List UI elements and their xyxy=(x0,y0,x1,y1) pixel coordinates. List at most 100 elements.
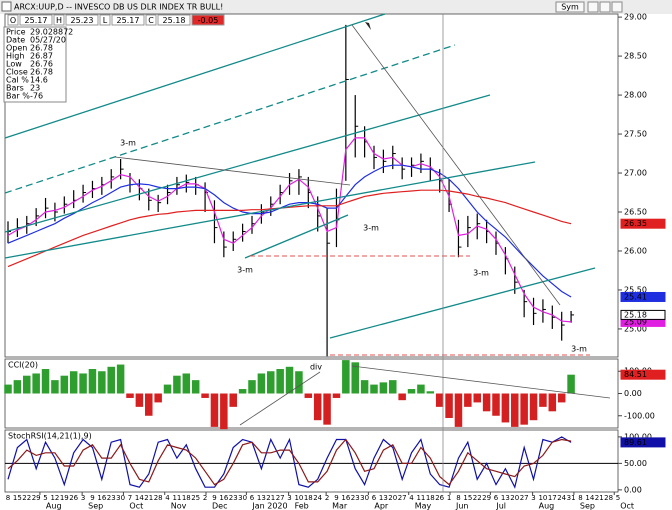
y-tick-label: 25.00 xyxy=(624,324,647,333)
x-month-label: Apr xyxy=(374,502,389,510)
tool-button[interactable] xyxy=(587,1,599,13)
bar xyxy=(539,393,547,407)
last-value-box xyxy=(620,291,666,302)
info-value: 23 xyxy=(30,84,40,93)
bar xyxy=(557,393,566,403)
ohlc-box xyxy=(157,14,191,26)
info-label: Cal % xyxy=(6,76,29,85)
x-day-label: 6 xyxy=(250,494,255,502)
x-day-label: 10 xyxy=(294,494,303,502)
ohlc-text: L xyxy=(103,16,108,25)
channel-line xyxy=(329,267,596,339)
x-day-label: 29 xyxy=(482,494,491,502)
panel-title: CCI(20) xyxy=(8,361,38,370)
x-day-label: 19 xyxy=(60,494,69,502)
x-day-label: 11 xyxy=(416,494,425,502)
x-day-label: 30 xyxy=(116,494,125,502)
bar xyxy=(473,393,481,403)
bar xyxy=(417,384,425,394)
x-day-label: 9 xyxy=(334,494,338,502)
bar xyxy=(501,393,510,423)
x-day-label: 18 xyxy=(304,494,313,502)
x-day-label: 13 xyxy=(257,494,266,502)
ohlc-text: C xyxy=(148,16,154,25)
x-month-label: May xyxy=(415,502,432,510)
bar xyxy=(173,375,181,394)
bar xyxy=(257,373,266,394)
x-month-label: Jan 2020 xyxy=(251,502,287,510)
y-tick-label: 26.00 xyxy=(624,246,647,255)
x-day-label: 13 xyxy=(379,494,388,502)
series-line xyxy=(7,137,572,323)
x-day-label: 23 xyxy=(107,494,116,502)
cursor-arrow xyxy=(365,22,371,30)
bar xyxy=(389,380,397,394)
x-month-label: Sep xyxy=(580,502,595,510)
y-tick-label: 27.50 xyxy=(624,130,647,139)
x-day-label: 2 xyxy=(325,494,329,502)
tool-button[interactable] xyxy=(611,1,623,13)
x-month-label: Feb xyxy=(295,502,309,510)
last-value-label: 89.61 xyxy=(624,438,647,447)
bar xyxy=(51,380,59,394)
bar xyxy=(126,393,134,398)
annotation: 3-m xyxy=(237,266,253,275)
panel-title: StochRSI(14,21(1),9) xyxy=(8,432,92,441)
x-day-label: 8 xyxy=(578,494,582,502)
tool-button[interactable] xyxy=(599,1,611,13)
last-value-box xyxy=(620,309,666,320)
info-label: Date xyxy=(6,36,25,45)
ohlc-box xyxy=(111,14,145,26)
bar xyxy=(529,393,538,421)
x-month-label: Oct xyxy=(129,502,143,510)
ohlc-box xyxy=(19,14,53,26)
x-day-label: 5 xyxy=(43,494,47,502)
x-day-label: 20 xyxy=(510,494,519,502)
bar xyxy=(567,374,575,394)
x-day-label: 30 xyxy=(360,494,369,502)
bar xyxy=(182,373,191,394)
y-tick-label: -100.00 xyxy=(624,411,655,420)
y-tick-label: 26.50 xyxy=(624,208,647,217)
bar xyxy=(276,369,284,394)
sym-button[interactable] xyxy=(555,1,585,13)
bar xyxy=(454,393,463,427)
channel-line xyxy=(4,44,456,194)
bar xyxy=(323,393,331,425)
x-day-label: 18 xyxy=(182,494,191,502)
x-day-label: 4 xyxy=(409,494,414,502)
annotation: 3-m xyxy=(571,345,587,354)
bar xyxy=(220,393,228,430)
x-day-label: 20 xyxy=(388,494,397,502)
x-day-label: 16 xyxy=(219,494,228,502)
x-month-label: Oct xyxy=(620,502,634,510)
x-day-label: 30 xyxy=(238,494,247,502)
sym-button-label: Sym xyxy=(561,3,579,12)
x-day-label: 27 xyxy=(276,494,285,502)
x-day-label: 3 xyxy=(531,494,535,502)
channel-line xyxy=(244,214,349,259)
x-day-label: 7 xyxy=(128,494,132,502)
info-label: Close xyxy=(6,68,28,77)
info-value: -76 xyxy=(30,92,43,101)
x-day-label: 27 xyxy=(520,494,529,502)
x-month-label: Nov xyxy=(171,502,187,510)
x-month-label: Dec xyxy=(212,502,227,510)
bar xyxy=(32,373,40,394)
x-day-label: 4 xyxy=(165,494,170,502)
bar xyxy=(351,362,359,394)
x-day-label: 24 xyxy=(313,494,322,502)
trend-line xyxy=(351,365,611,399)
bar xyxy=(154,393,162,403)
x-day-label: 2 xyxy=(203,494,207,502)
menu-icon[interactable] xyxy=(1,1,12,12)
annotation: div xyxy=(310,363,322,372)
trendlines xyxy=(4,13,611,492)
info-label: High xyxy=(6,52,24,61)
x-day-label: 22 xyxy=(22,494,31,502)
series-line xyxy=(7,438,572,486)
ohlc-text: 25.23 xyxy=(71,16,94,25)
x-day-label: 26 xyxy=(435,494,444,502)
info-value: 26.87 xyxy=(30,52,53,61)
bar xyxy=(295,371,303,394)
